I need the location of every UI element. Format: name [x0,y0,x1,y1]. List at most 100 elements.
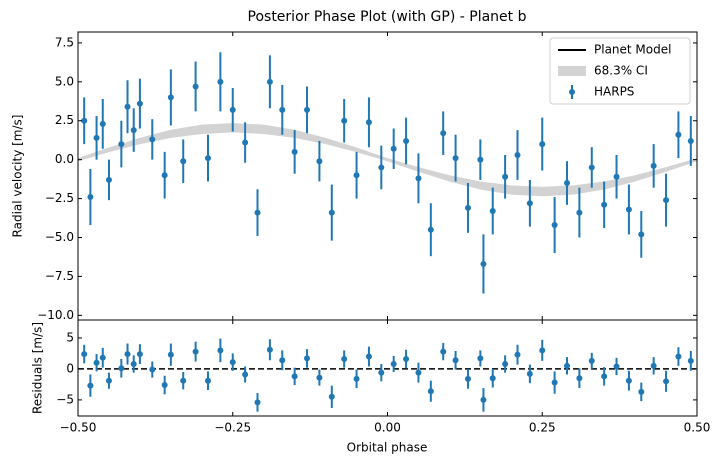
rv-point [328,209,335,216]
residual-point [464,375,471,382]
rv-point [136,100,143,107]
residual-point [415,369,422,376]
residual-point [161,382,168,389]
rv-point [489,208,496,215]
residual-point [118,365,125,372]
rv-point [124,103,131,110]
rv-point [316,158,323,165]
rv-point [353,172,360,179]
residual-point [601,373,608,380]
residual-point [378,369,385,376]
rv-point [588,164,595,171]
residual-point [341,356,348,363]
rv-point [378,164,385,171]
residual-point [136,351,143,358]
y-tick-label: 5.0 [55,74,74,88]
y-axis-label: Radial velocity [m/s] [11,115,25,238]
rv-point [87,194,94,201]
y-axis-label: Residuals [m/s] [31,322,45,414]
residual-point [316,374,323,381]
y-tick-label: 0 [66,361,74,375]
rv-point [254,209,261,216]
rv-point [638,231,645,238]
rv-point [390,145,397,152]
x-tick-label: −0.50 [60,421,97,435]
x-axis-label: Orbital phase [347,441,428,455]
rv-point [161,172,168,179]
rv-point [204,155,211,162]
residual-point [242,371,249,378]
residual-point [328,393,335,400]
residual-point [588,357,595,364]
residual-point [663,378,670,385]
rv-point [130,127,137,134]
y-tick-label: −5 [56,392,74,406]
y-tick-label: 2.5 [55,113,74,127]
residual-point [576,375,583,382]
residual-point [180,377,187,384]
rv-point [601,201,608,208]
residual-point [229,359,236,366]
residual-point [105,377,112,384]
residual-point [254,399,261,406]
legend-label: HARPS [594,85,634,99]
residual-point [675,353,682,360]
rv-point [464,204,471,211]
legend-label: Planet Model [594,43,671,57]
x-tick-label: 0.50 [684,421,711,435]
residual-point [452,357,459,364]
residual-point [480,396,487,403]
rv-point [266,78,273,85]
rv-point [526,200,533,207]
residual-point [81,351,88,358]
residual-point [365,353,372,360]
residual-point [87,382,94,389]
residual-point [625,377,632,384]
rv-point [477,156,484,163]
rv-point [452,155,459,162]
y-tick-label: 7.5 [55,35,74,49]
rv-point [613,173,620,180]
legend-label: 68.3% CI [594,64,648,78]
rv-point [105,176,112,183]
rv-point [81,117,88,124]
residual-point [99,354,106,361]
rv-point [576,209,583,216]
residual-point [390,360,397,367]
residual-point [124,351,131,358]
rv-point [625,206,632,213]
residual-point [279,357,286,364]
y-tick-label: −10.0 [37,308,74,322]
residual-point [403,356,410,363]
rv-point [291,148,298,155]
residual-point [440,348,447,355]
y-tick-label: 0.0 [55,152,74,166]
rv-point [304,106,311,113]
legend-box [549,37,691,105]
rv-point [539,141,546,148]
x-tick-label: −0.25 [214,421,251,435]
rv-point [192,83,199,90]
rv-point [93,134,100,141]
rv-point [440,130,447,137]
rv-point [551,222,558,229]
rv-point [403,137,410,144]
residual-point [526,370,533,377]
rv-point [650,162,657,169]
residual-point [650,362,657,369]
residual-point [551,379,558,386]
rv-point [502,173,509,180]
rv-point [167,94,174,101]
rv-point [341,117,348,124]
y-tick-label: −2.5 [45,191,74,205]
residual-point [149,366,156,373]
residual-point [217,347,224,354]
residual-point [477,355,484,362]
residual-point [130,360,137,367]
rv-point [480,260,487,267]
residual-point [638,388,645,395]
residual-point [291,373,298,380]
residual-point [192,348,199,355]
residual-point [353,375,360,382]
